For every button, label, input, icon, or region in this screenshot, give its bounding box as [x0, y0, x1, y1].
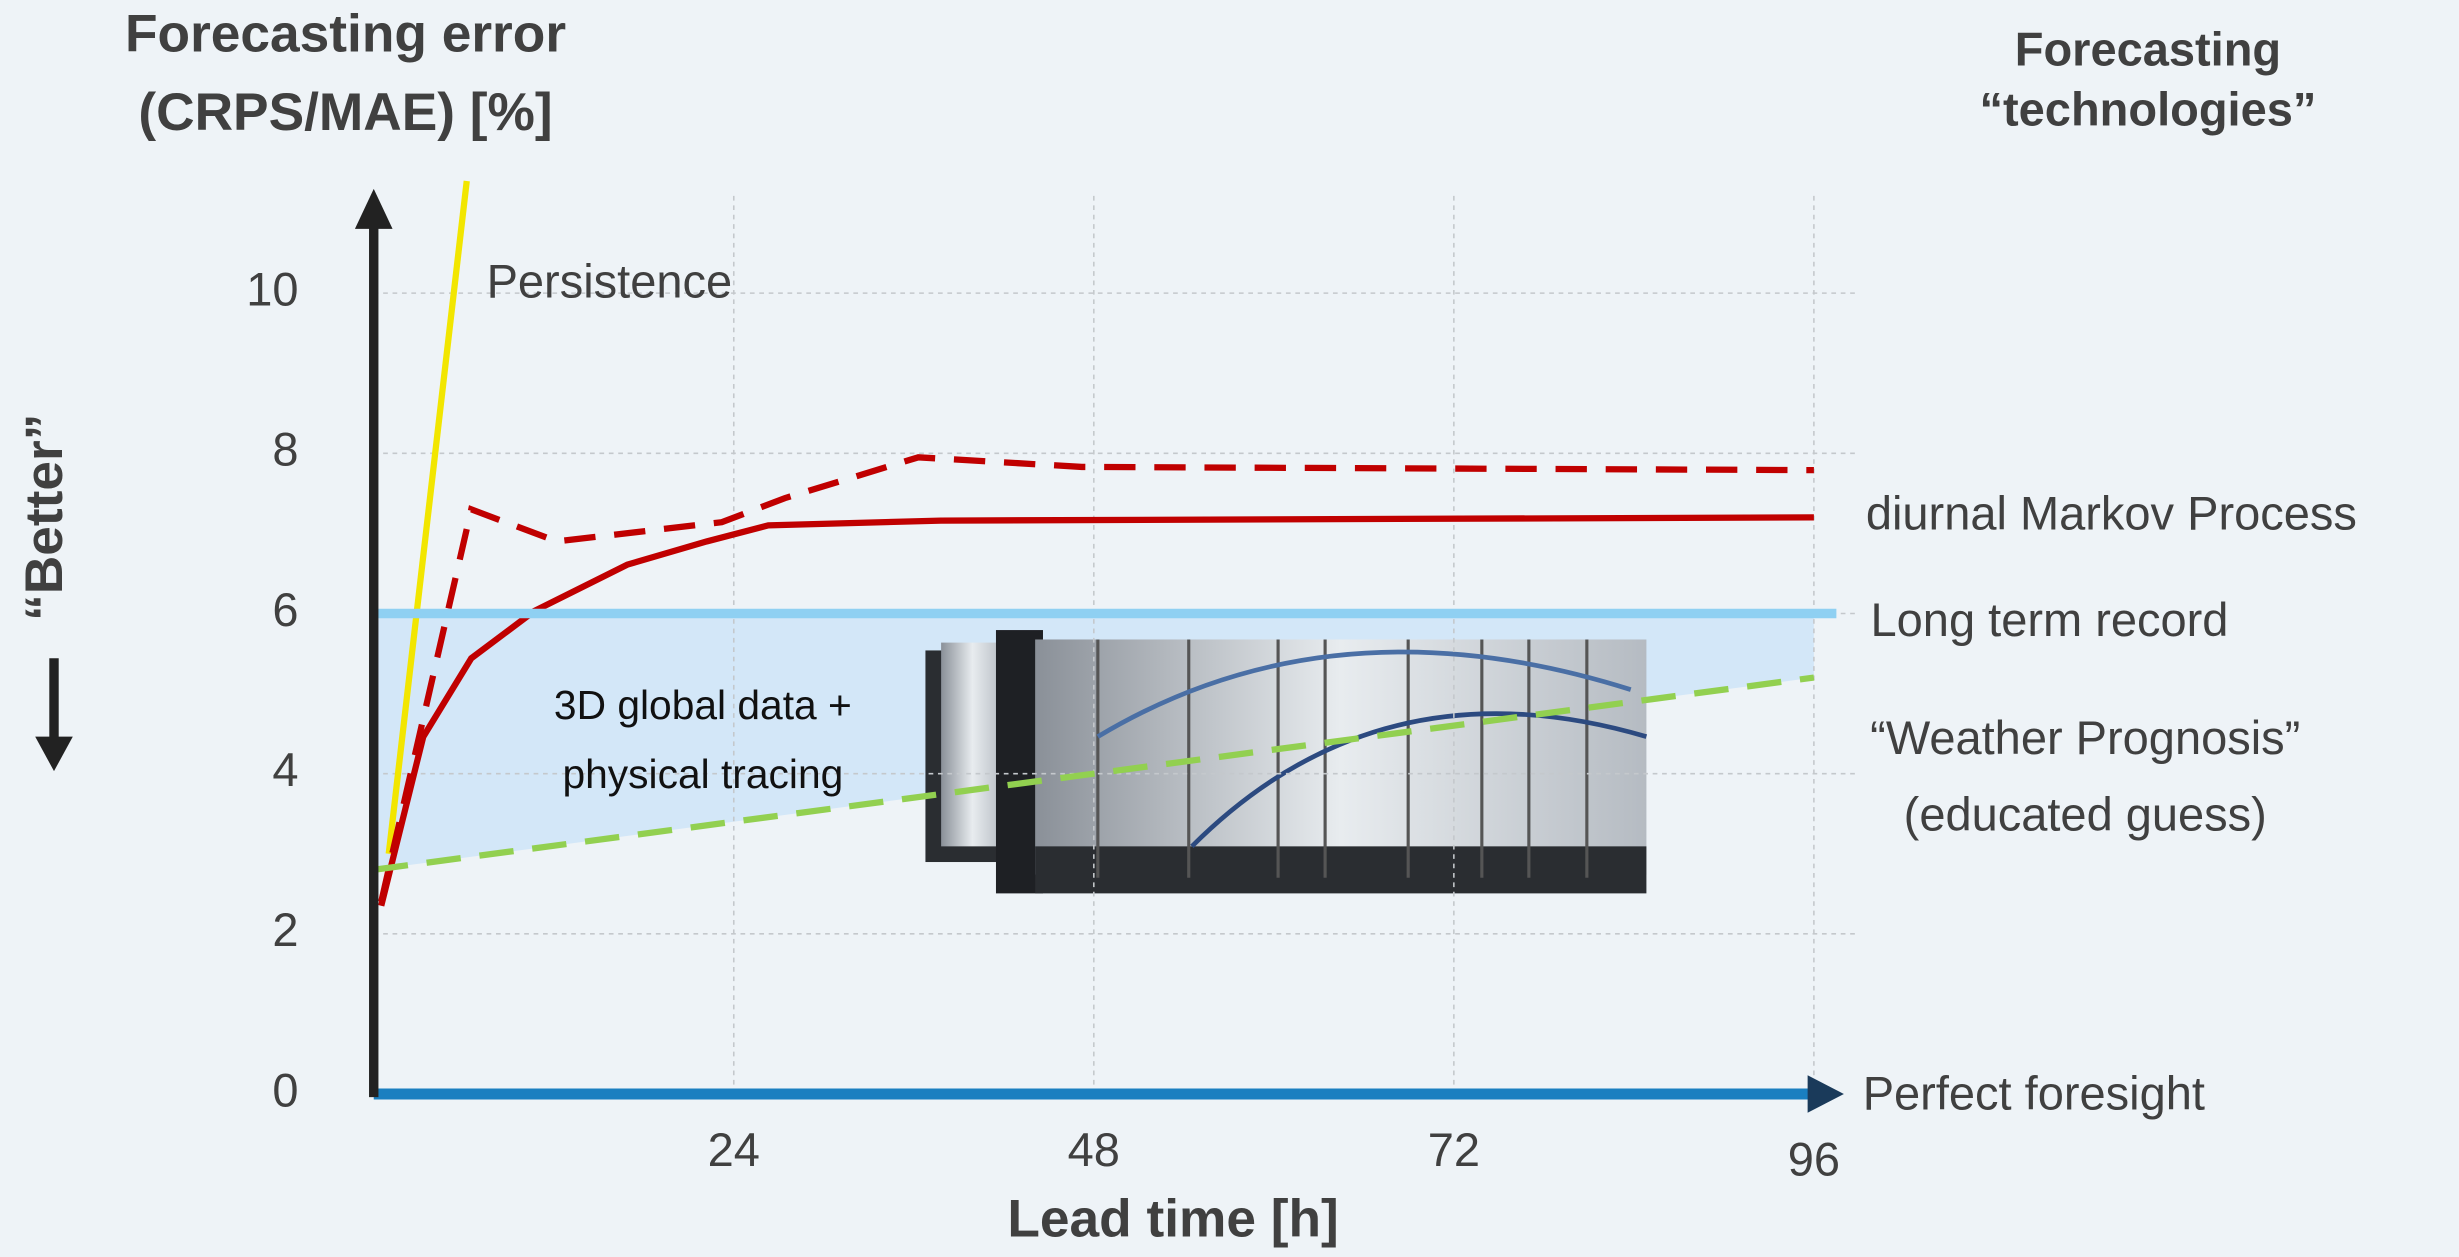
series-label: Persistence: [487, 255, 733, 308]
series-label: Perfect foresight: [1863, 1067, 2205, 1120]
series-label: “Weather Prognosis”: [1870, 711, 2300, 764]
x-tick-label: 24: [708, 1123, 760, 1176]
series-label: diurnal Markov Process: [1866, 487, 2357, 540]
better-arrow: [35, 658, 73, 771]
side-title-line: “technologies”: [1980, 82, 2317, 135]
cabinet-base: [1035, 846, 1646, 893]
annotation: physical tracing: [562, 751, 843, 797]
side-title-line: Forecasting: [2015, 23, 2281, 76]
chart: Forecasting error (CRPS/MAE) [%] Forecas…: [0, 0, 2459, 1257]
annotation: 3D global data +: [554, 682, 852, 728]
x-tick-label: 72: [1428, 1123, 1480, 1176]
title-line: Forecasting error: [125, 5, 566, 64]
cabinet: [1035, 639, 1646, 874]
x-tick-label: 96: [1788, 1132, 1840, 1185]
y-axis-arrow: [355, 189, 393, 229]
y-tick-label: 10: [246, 263, 298, 316]
series-label: Long term record: [1871, 593, 2229, 646]
cabinet: [941, 643, 1004, 847]
y-tick-label: 8: [272, 423, 298, 476]
title-line: (CRPS/MAE) [%]: [138, 83, 552, 142]
supercomputer-picture: [925, 630, 1646, 893]
y-tick-label: 4: [272, 743, 298, 796]
series-label: (educated guess): [1904, 788, 2267, 841]
x-tick-label: 48: [1068, 1123, 1120, 1176]
y-tick-label: 6: [272, 583, 298, 636]
page: {"chart_data": {"type": "line", "title_l…: [0, 0, 2459, 1257]
y-axis-label: “Better”: [15, 414, 74, 621]
better-arrow-head: [35, 737, 73, 771]
x-axis-arrow: [1808, 1075, 1844, 1113]
y-tick-label: 2: [272, 903, 298, 956]
x-axis-label: Lead time [h]: [1007, 1190, 1338, 1249]
y-tick-label: 0: [272, 1063, 298, 1116]
